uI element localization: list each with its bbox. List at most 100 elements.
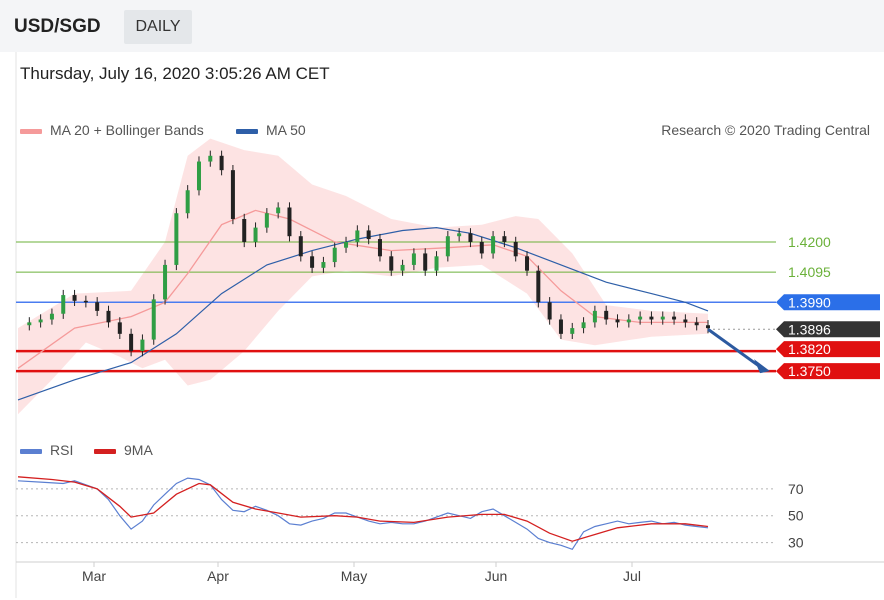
legend-swatch-ma20 [20, 128, 42, 134]
legend-ma50: MA 50 [236, 122, 306, 138]
candle-body [615, 319, 620, 323]
level-label-1.3990: 1.3990 [788, 294, 831, 310]
candle-body [344, 241, 349, 248]
candle-body [547, 302, 552, 320]
level-label-1.3820: 1.3820 [788, 341, 831, 357]
candle-body [230, 170, 235, 219]
candle-body [276, 207, 281, 214]
candle-body [95, 302, 100, 311]
candle-body [457, 233, 462, 237]
x-label-Jul: Jul [623, 568, 641, 584]
candle-body [683, 319, 688, 323]
x-label-Apr: Apr [207, 568, 229, 584]
candle-body [434, 256, 439, 271]
level-label-1.4200: 1.4200 [788, 234, 831, 250]
rsi-line [17, 477, 709, 551]
candle-body [83, 300, 88, 303]
legend-rsi: RSI [20, 442, 73, 458]
candle-body [502, 236, 507, 242]
candle-body [61, 295, 66, 314]
timestamp: Thursday, July 16, 2020 3:05:26 AM CET [20, 64, 330, 83]
level-tag-1.3820 [776, 341, 880, 358]
candle-body [581, 322, 586, 329]
forecast-arrow-head [754, 359, 770, 374]
candle-body [117, 322, 122, 334]
candle-body [219, 155, 224, 171]
legend-label-9ma: 9MA [124, 442, 153, 458]
candle-body [592, 310, 597, 323]
candle-body [208, 155, 213, 162]
candle-body [140, 339, 145, 352]
level-label-1.4095: 1.4095 [788, 264, 831, 280]
candle-body [163, 264, 168, 300]
candle-body [570, 328, 575, 334]
rsi-9ma-line [17, 476, 709, 542]
candle-body [479, 241, 484, 254]
candle-body [660, 316, 665, 320]
candle-body [672, 316, 677, 320]
level-tag-1.3750 [776, 363, 880, 380]
candle-body [174, 213, 179, 265]
candle-body [106, 310, 111, 323]
legend-swatch-9ma [94, 448, 116, 454]
candle-body [377, 239, 382, 257]
candle-body [321, 262, 326, 268]
rsi-tick-30: 30 [788, 535, 804, 551]
candle-body [400, 264, 405, 271]
candle-body [151, 299, 156, 340]
legend-swatch-ma50 [236, 128, 258, 134]
candle-body [638, 316, 643, 320]
candle-body [310, 256, 315, 268]
candle-body [287, 207, 292, 237]
candle-body [366, 230, 371, 240]
candle-body [72, 295, 77, 301]
candle-body [185, 190, 190, 214]
candle-body [264, 213, 269, 228]
candle-body [129, 333, 134, 352]
forecast-arrow-line [707, 328, 763, 370]
candle-body [649, 316, 654, 320]
candle-body [49, 313, 54, 320]
candle-body [389, 256, 394, 271]
candle-body [332, 247, 337, 263]
candle-body [694, 322, 699, 326]
level-label-1.3750: 1.3750 [788, 363, 831, 379]
candle-body [445, 236, 450, 257]
candle-body [525, 256, 530, 271]
timeframe-badge[interactable]: DAILY [124, 10, 192, 44]
ma50-line [17, 226, 709, 401]
candle-body [536, 270, 541, 303]
legend-label-rsi: RSI [50, 442, 74, 458]
candle-body [38, 319, 43, 323]
rsi-tick-70: 70 [788, 481, 804, 497]
candle-body [626, 319, 631, 323]
credit-text: Research © 2020 Trading Central [661, 122, 870, 138]
header-bar: USD/SGD DAILY [0, 0, 884, 52]
candle-body [491, 236, 496, 254]
x-label-Mar: Mar [82, 568, 106, 584]
candle-body [468, 233, 473, 242]
candle-body [706, 325, 710, 329]
level-label-1.3896: 1.3896 [788, 321, 831, 337]
x-label-Jun: Jun [485, 568, 508, 584]
candle-body [513, 241, 518, 257]
candle-body [355, 230, 360, 242]
candle-body [27, 322, 32, 326]
rsi-tick-50: 50 [788, 508, 804, 524]
legend-label-ma20: MA 20 + Bollinger Bands [50, 122, 204, 138]
bollinger-band-fill [18, 138, 708, 415]
level-tag-1.3896 [776, 321, 880, 338]
level-tag-1.3990 [776, 294, 880, 311]
candle-body [196, 161, 201, 191]
candle-body [298, 236, 303, 257]
symbol-title: USD/SGD [14, 16, 101, 37]
candles-group [27, 150, 710, 357]
x-label-May: May [341, 568, 367, 584]
candle-body [242, 218, 247, 242]
candle-body [423, 253, 428, 271]
candle-body [558, 319, 563, 334]
legend-ma20: MA 20 + Bollinger Bands [20, 122, 204, 138]
legend-9ma: 9MA [94, 442, 153, 458]
